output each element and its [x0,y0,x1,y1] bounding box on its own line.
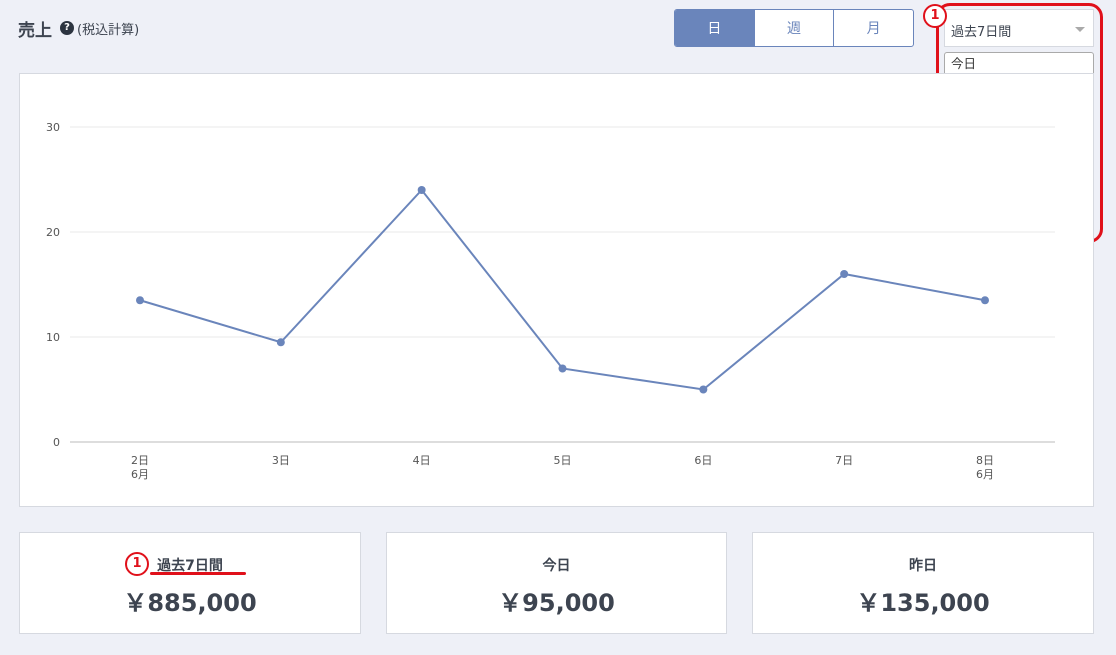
y-tick-label: 0 [53,436,60,449]
x-tick-label: 4日 [413,454,431,467]
annotation-badge: 1 [923,4,947,28]
card-value: ￥95,000 [498,589,615,617]
y-tick-label: 20 [46,226,60,239]
x-tick-label: 7日 [835,454,853,467]
period-tab[interactable]: 日 [675,10,754,46]
data-point [276,338,285,347]
annotation-underline [150,572,246,575]
annotation-badge: 1 [125,552,149,576]
tax-note: (税込計算) [77,23,140,38]
period-tab[interactable]: 週 [753,10,834,46]
card-value: ￥135,000 [856,589,990,617]
summary-card: 昨日 ￥135,000 [752,532,1094,634]
data-point [699,385,708,394]
x-tick-label: 2日 [131,454,149,467]
period-tab[interactable]: 月 [833,10,913,46]
card-title: 今日 [542,558,571,574]
range-select[interactable]: 過去7日間 [944,9,1094,47]
help-icon[interactable]: ? [60,21,74,35]
y-tick-label: 30 [46,121,60,134]
data-point [840,270,849,278]
y-tick-label: 10 [46,331,60,344]
data-point [417,186,426,194]
card-value: ￥885,000 [123,589,257,617]
x-tick-label: 5日 [554,454,572,467]
data-point [136,296,144,305]
period-tabs: 日週月 [674,9,914,47]
card-title: 過去7日間 [157,558,223,574]
summary-card: 今日 ￥95,000 [386,532,727,634]
series-line [139,188,986,391]
data-point [981,296,989,305]
page-title: 売上 [18,21,52,41]
x-month-label: 6月 [976,468,994,481]
x-month-label: 6月 [131,468,149,481]
x-tick-label: 3日 [272,454,290,467]
range-option[interactable]: 今日 [951,56,977,71]
chart-card: 0 10 20 30 2日 6月 3日 4日 5日 6日 7日 8日 6月 [19,73,1094,507]
data-point [558,364,567,373]
x-tick-label: 8日 [976,454,994,467]
x-tick-label: 6日 [694,454,712,467]
card-title: 昨日 [909,558,937,574]
summary-card: 過去7日間 ￥885,000 [19,532,361,634]
